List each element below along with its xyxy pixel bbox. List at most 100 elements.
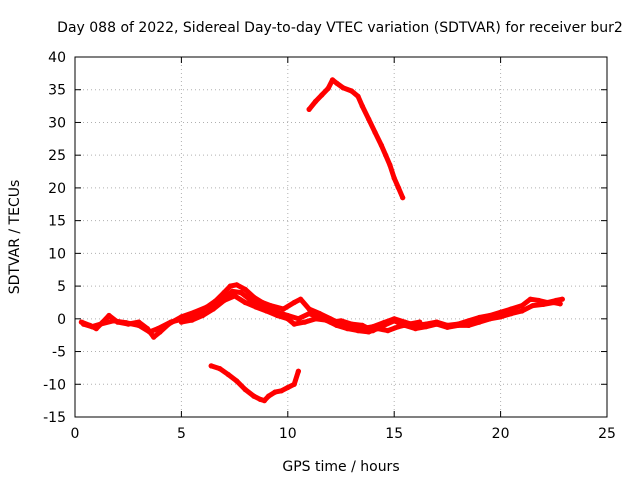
data-point — [519, 303, 525, 309]
data-point — [312, 98, 319, 105]
data-point — [466, 322, 472, 328]
data-point — [106, 312, 112, 319]
data-point — [355, 93, 361, 99]
y-tick-label: 5 — [57, 279, 66, 295]
data-point — [208, 363, 214, 369]
data-point — [319, 92, 325, 98]
data-point — [306, 306, 312, 312]
data-point — [89, 324, 95, 330]
data-point — [444, 324, 450, 330]
data-point — [295, 368, 301, 374]
data-point — [246, 296, 253, 302]
data-point — [329, 77, 336, 83]
data-point — [374, 326, 380, 332]
y-tick-label: 10 — [48, 246, 66, 262]
x-tick-labels: 0 5 10 15 20 25 — [71, 426, 616, 442]
x-tick-label: 15 — [385, 426, 403, 442]
data-point — [423, 324, 429, 330]
data-point — [242, 386, 248, 393]
data-point — [168, 319, 174, 325]
data-point — [355, 328, 361, 334]
data-point — [234, 282, 240, 288]
data-point — [306, 106, 312, 112]
data-point — [97, 321, 104, 327]
data-point — [417, 319, 423, 325]
x-tick-label: 0 — [71, 426, 80, 442]
data-point — [366, 116, 372, 122]
data-point — [291, 299, 297, 306]
data-point — [217, 366, 223, 372]
y-tick-label: 35 — [48, 83, 66, 99]
data-point — [227, 283, 233, 289]
data-point — [123, 320, 129, 326]
data-point — [366, 329, 372, 335]
data-point — [302, 319, 308, 325]
data-point — [395, 324, 402, 330]
data-point — [344, 326, 350, 332]
data-point — [387, 162, 393, 168]
data-point — [200, 312, 206, 319]
data-point — [508, 306, 514, 312]
x-axis-label: GPS time / hours — [282, 459, 399, 475]
data-point — [349, 321, 355, 327]
data-point — [136, 322, 142, 328]
data-point — [551, 299, 557, 306]
data-point — [559, 296, 565, 302]
data-point — [295, 316, 301, 322]
data-point — [476, 319, 482, 325]
plot-frame — [74, 56, 608, 418]
data-point — [359, 322, 365, 328]
data-point — [391, 318, 397, 324]
data-point — [334, 80, 340, 86]
data-point — [325, 85, 331, 91]
data-point — [229, 288, 236, 294]
data-point — [527, 296, 534, 302]
data-point — [498, 309, 504, 315]
data-point — [242, 299, 248, 306]
x-tick-label: 10 — [279, 426, 297, 442]
y-tick-label: -5 — [52, 345, 66, 361]
x-tick-label: 20 — [492, 426, 510, 442]
data-point — [378, 142, 384, 148]
data-point — [291, 321, 297, 327]
data-point — [455, 322, 461, 328]
data-point — [221, 297, 227, 304]
data-point — [274, 312, 280, 319]
data-point — [80, 321, 87, 327]
data-point — [278, 388, 284, 394]
data-point — [261, 398, 267, 404]
data-point — [285, 316, 291, 322]
data-point — [338, 318, 344, 324]
data-point — [306, 311, 312, 317]
x-tick-label: 25 — [598, 426, 616, 442]
data-point — [298, 296, 304, 302]
y-tick-label: 0 — [57, 312, 66, 328]
y-tick-label: -10 — [43, 377, 66, 393]
data-point — [189, 317, 195, 323]
grid — [75, 57, 607, 417]
series-line-arc-main-b — [81, 288, 563, 335]
data-point — [381, 322, 387, 328]
data-point — [291, 381, 297, 387]
data-point — [280, 306, 287, 312]
chart-title: Day 088 of 2022, Sidereal Day-to-day VTE… — [57, 20, 623, 36]
data-point — [110, 318, 116, 324]
data-point — [242, 286, 248, 292]
data-point — [253, 304, 259, 310]
data-point — [508, 311, 514, 317]
y-tick-label: 20 — [48, 181, 66, 197]
data-point — [383, 152, 389, 158]
data-point — [395, 185, 402, 191]
data-point — [412, 326, 419, 332]
data-point — [334, 322, 340, 328]
data-point — [285, 384, 291, 391]
tick-marks — [74, 56, 608, 418]
data-point — [234, 378, 240, 384]
y-tick-label: 40 — [48, 50, 66, 66]
data-point — [359, 103, 365, 109]
y-tick-label: 30 — [48, 115, 66, 131]
data-point — [238, 290, 244, 296]
data-point — [391, 175, 397, 181]
data-point — [151, 334, 157, 340]
data-point — [487, 316, 493, 322]
